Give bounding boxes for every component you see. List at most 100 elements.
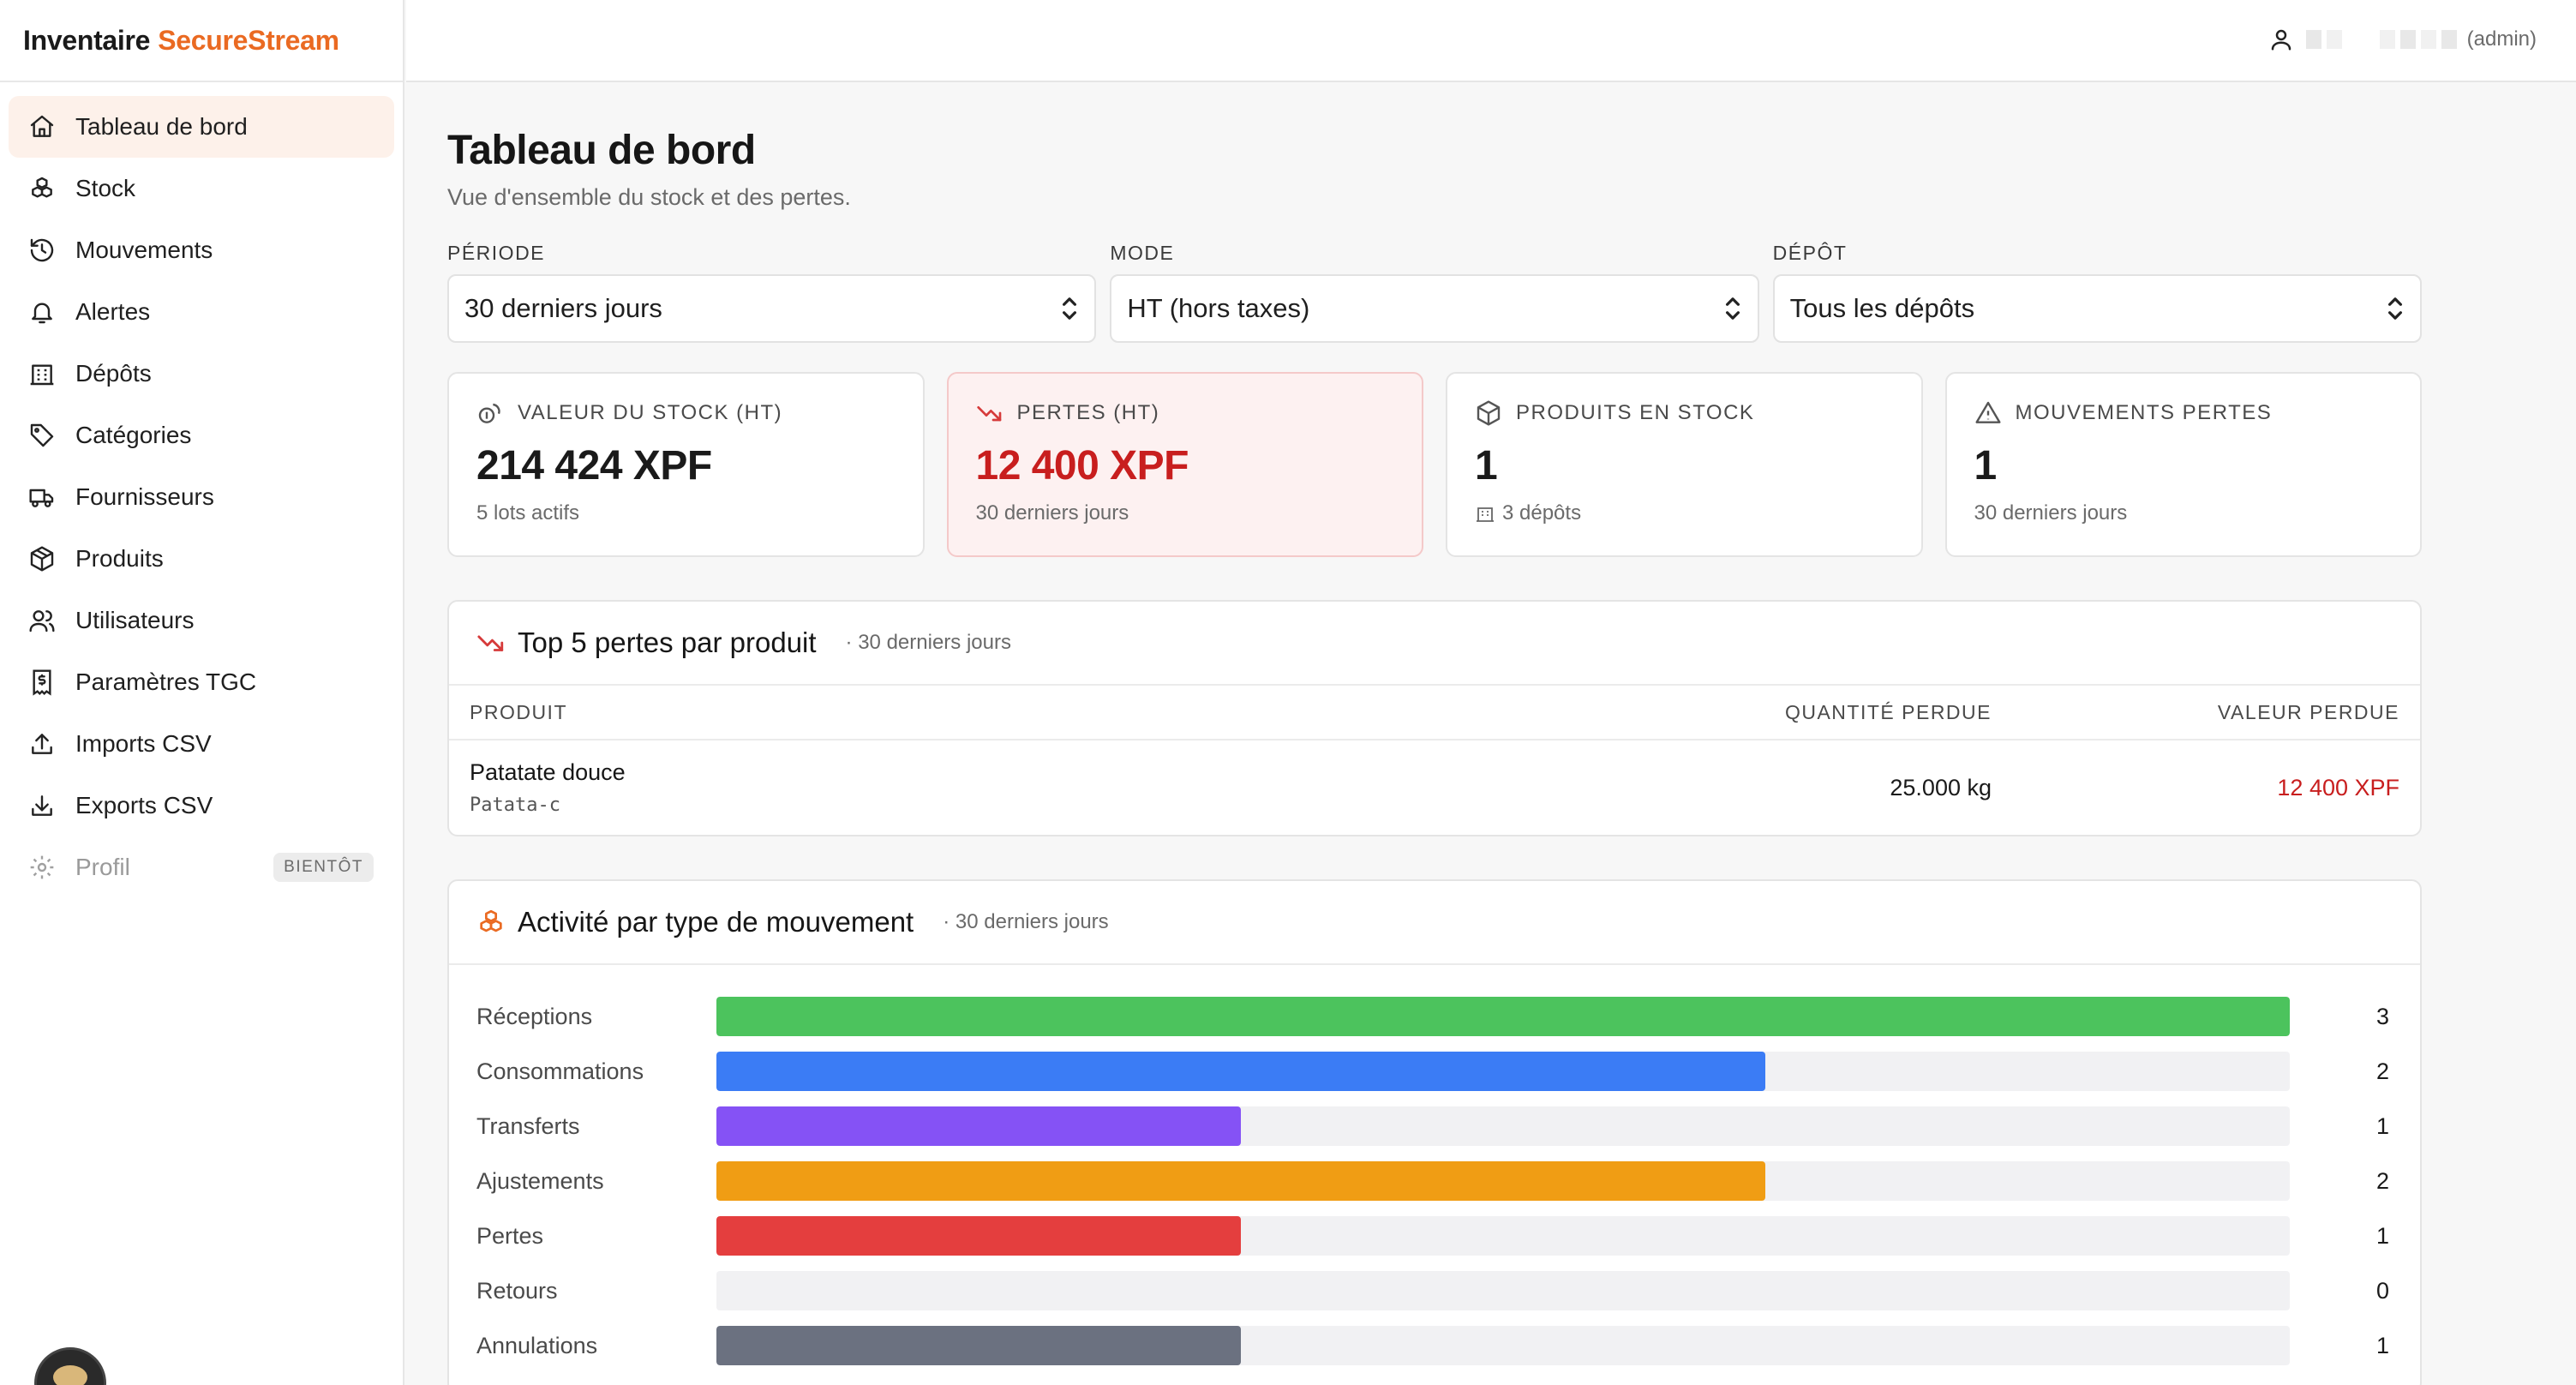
- bar-label: Ajustements: [476, 1167, 604, 1194]
- sidebar-item-label: Mouvements: [75, 237, 213, 263]
- users-icon: [27, 606, 57, 635]
- bar-label: Retours: [476, 1277, 558, 1304]
- sidebar-item-categories[interactable]: Catégories: [9, 405, 394, 466]
- bar-count: 0: [2375, 1277, 2389, 1304]
- history-icon: [27, 236, 57, 265]
- bar-row: Ajustements 2: [476, 1154, 2393, 1208]
- sidebar-item-label: Imports CSV: [75, 730, 212, 757]
- kpi-footnote: 5 lots actifs: [476, 501, 580, 525]
- bar-row: Consommations 2: [476, 1044, 2393, 1099]
- kpi-value: 1: [1974, 443, 1998, 489]
- kpi-label: PRODUITS EN STOCK: [1516, 401, 1755, 424]
- brand-name: Inventaire: [23, 24, 151, 56]
- table-header: PRODUIT QUANTITÉ PERDUE VALEUR PERDUE: [449, 686, 2420, 740]
- bar-fill: [716, 1326, 1241, 1365]
- bar-count: 1: [2375, 1222, 2389, 1249]
- download-icon: [27, 791, 57, 820]
- depot-select[interactable]: Tous les dépôts: [1772, 274, 2422, 343]
- sidebar-item-imports[interactable]: Imports CSV: [9, 713, 394, 775]
- sidebar-item-label: Fournisseurs: [75, 483, 214, 510]
- table-row[interactable]: Patatate douce Patata-c 25.000 kg 12 400…: [449, 740, 2420, 835]
- sidebar-item-profile: Profil BIENTÔT: [9, 836, 394, 898]
- warehouse-icon: [27, 359, 57, 388]
- tag-icon: [27, 421, 57, 450]
- chevron-updown-icon: [1725, 297, 1740, 320]
- app-brand[interactable]: Inventaire SecureStream: [0, 0, 403, 82]
- assistant-avatar[interactable]: [34, 1347, 106, 1385]
- panel-title: Activité par type de mouvement: [518, 906, 914, 938]
- kpi-loss-movements: MOUVEMENTS PERTES 1 30 derniers jours: [1944, 372, 2422, 557]
- kpi-footnote: 3 dépôts: [1502, 501, 1582, 525]
- sidebar-item-label: Utilisateurs: [75, 607, 195, 633]
- bar-count: 3: [2375, 1003, 2389, 1029]
- period-select[interactable]: 30 derniers jours: [447, 274, 1097, 343]
- product-name: Patatate douce: [470, 759, 626, 785]
- product-code: Patata-c: [470, 794, 560, 816]
- bar-track: [716, 1326, 2290, 1365]
- column-header-value[interactable]: VALEUR PERDUE: [2217, 700, 2399, 723]
- sidebar-nav: Tableau de bord Stock Mouvements Alertes…: [0, 82, 403, 898]
- bar-label: Pertes: [476, 1222, 544, 1249]
- bar-label: Consommations: [476, 1058, 644, 1084]
- kpi-products: PRODUITS EN STOCK 1 3 dépôts: [1446, 372, 1923, 557]
- user-menu[interactable]: (admin): [2268, 19, 2537, 60]
- sidebar-item-label: Profil: [75, 854, 130, 880]
- filter-label: PÉRIODE: [447, 242, 546, 264]
- bar-row: Transferts 1: [476, 1099, 2393, 1154]
- column-header-product[interactable]: PRODUIT: [470, 700, 567, 723]
- bar-track: [716, 1052, 2290, 1091]
- warning-icon: [1974, 401, 2001, 423]
- top-losses-panel: Top 5 pertes par produit · 30 derniers j…: [447, 600, 2422, 836]
- bar-row: Retours 0: [476, 1263, 2393, 1318]
- bar-fill: [716, 1216, 1241, 1256]
- sidebar-item-label: Tableau de bord: [75, 113, 248, 140]
- sidebar-item-stock[interactable]: Stock: [9, 158, 394, 219]
- sidebar-item-label: Produits: [75, 545, 164, 572]
- filter-label: DÉPÔT: [1772, 242, 1848, 264]
- sidebar-item-dashboard[interactable]: Tableau de bord: [9, 96, 394, 158]
- bar-track: [716, 1216, 2290, 1256]
- sidebar-item-suppliers[interactable]: Fournisseurs: [9, 466, 394, 528]
- coming-soon-badge: BIENTÔT: [273, 853, 374, 882]
- period-filter: PÉRIODE 30 derniers jours: [447, 242, 1097, 343]
- main-content: Tableau de bord Vue d'ensemble du stock …: [447, 82, 2422, 1385]
- sidebar-item-exports[interactable]: Exports CSV: [9, 775, 394, 836]
- bar-track: [716, 1271, 2290, 1310]
- sidebar-item-label: Catégories: [75, 422, 192, 448]
- sidebar-item-depots[interactable]: Dépôts: [9, 343, 394, 405]
- bar-label: Transferts: [476, 1112, 580, 1139]
- kpi-value: 1: [1475, 443, 1498, 489]
- sidebar-item-label: Stock: [75, 175, 136, 201]
- mode-select[interactable]: HT (hors taxes): [1110, 274, 1759, 343]
- kpi-label: MOUVEMENTS PERTES: [2015, 401, 2273, 424]
- truck-icon: [27, 483, 57, 512]
- sidebar-item-label: Alertes: [75, 298, 151, 325]
- package-icon: [27, 544, 57, 573]
- top-bar: (admin): [406, 0, 2576, 82]
- kpi-value: 214 424 XPF: [476, 443, 712, 489]
- bar-fill: [716, 1161, 1765, 1201]
- column-header-qty[interactable]: QUANTITÉ PERDUE: [1784, 700, 1992, 723]
- chevron-updown-icon: [1063, 297, 1077, 320]
- boxes-icon: [480, 909, 502, 932]
- coins-icon: [478, 403, 500, 423]
- chevron-updown-icon: [2387, 297, 2402, 320]
- sidebar-item-users[interactable]: Utilisateurs: [9, 590, 394, 651]
- user-role: (admin): [2466, 27, 2537, 51]
- kpi-value: 12 400 XPF: [975, 443, 1189, 489]
- kpi-cards: VALEUR DU STOCK (HT) 214 424 XPF 5 lots …: [447, 372, 2422, 557]
- kpi-footnote: 30 derniers jours: [975, 501, 1129, 525]
- sidebar-item-alerts[interactable]: Alertes: [9, 281, 394, 343]
- sidebar-item-products[interactable]: Produits: [9, 528, 394, 590]
- bar-fill: [716, 1106, 1241, 1146]
- filters: PÉRIODE 30 derniers jours MODE HT (hors …: [447, 242, 2422, 343]
- sidebar-item-label: Exports CSV: [75, 792, 213, 818]
- sidebar-item-tgc-settings[interactable]: Paramètres TGC: [9, 651, 394, 713]
- panel-title: Top 5 pertes par produit: [518, 627, 817, 658]
- sidebar-item-movements[interactable]: Mouvements: [9, 219, 394, 281]
- depot-filter: DÉPÔT Tous les dépôts: [1772, 242, 2422, 343]
- bar-row: Réceptions 3: [476, 989, 2393, 1044]
- page-title: Tableau de bord: [447, 128, 756, 173]
- trending-down-icon: [477, 635, 504, 651]
- filter-label: MODE: [1110, 242, 1175, 264]
